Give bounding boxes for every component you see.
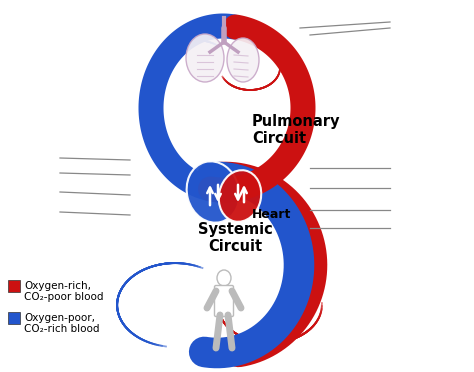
Text: CO₂-rich blood: CO₂-rich blood — [24, 324, 100, 334]
Text: Oxygen-rich,: Oxygen-rich, — [24, 281, 91, 291]
Ellipse shape — [227, 38, 259, 82]
FancyBboxPatch shape — [215, 285, 234, 317]
Ellipse shape — [187, 161, 239, 223]
Text: Systemic
Circuit: Systemic Circuit — [198, 222, 273, 254]
FancyBboxPatch shape — [8, 312, 20, 324]
Ellipse shape — [186, 34, 224, 82]
Ellipse shape — [217, 270, 231, 286]
Text: Oxygen-poor,: Oxygen-poor, — [24, 313, 95, 323]
Text: CO₂-poor blood: CO₂-poor blood — [24, 292, 103, 302]
Ellipse shape — [219, 170, 261, 222]
Text: Heart: Heart — [252, 208, 292, 221]
FancyBboxPatch shape — [8, 280, 20, 292]
Text: Pulmonary
Circuit: Pulmonary Circuit — [252, 114, 340, 146]
